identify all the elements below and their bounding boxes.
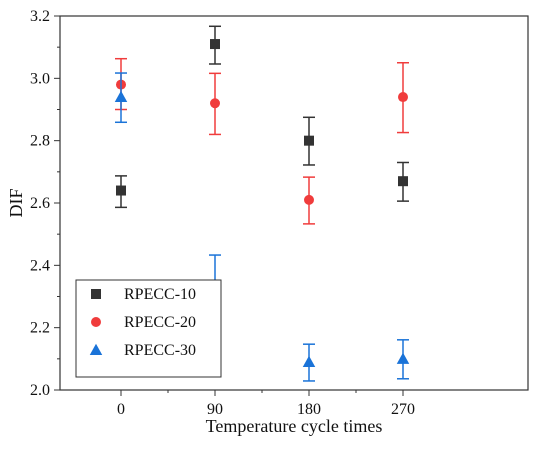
legend-item: RPECC-30 <box>89 342 196 359</box>
legend-marker <box>91 317 101 327</box>
y-tick-label: 3.0 <box>30 70 50 87</box>
legend-marker <box>91 289 101 299</box>
data-point <box>114 90 128 103</box>
legend: RPECC-10 RPECC-20 RPECC-30 <box>75 279 222 378</box>
y-tick-label: 2.8 <box>30 133 50 150</box>
data-point <box>304 135 314 146</box>
x-tick-label: 180 <box>297 401 321 418</box>
x-axis-ticks: 0 90 180 270 <box>117 390 415 418</box>
y-tick-label: 2.4 <box>30 257 50 274</box>
y-tick-label: 2.2 <box>30 320 50 337</box>
y-tick-label: 2.0 <box>30 382 50 399</box>
series-rpecc-10 <box>115 25 409 209</box>
legend-items: RPECC-10 RPECC-20 RPECC-30 <box>89 286 196 359</box>
legend-item: RPECC-20 <box>91 314 196 331</box>
legend-label: RPECC-30 <box>124 342 196 359</box>
data-point <box>396 352 410 364</box>
data-point <box>398 176 408 187</box>
data-point <box>116 185 126 196</box>
y-axis-ticks: 2.0 2.2 2.4 2.6 2.8 3.0 3.2 <box>30 8 60 399</box>
series-rpecc-20 <box>115 57 409 225</box>
data-point <box>210 39 220 50</box>
x-tick-label: 270 <box>391 401 415 418</box>
legend-label: RPECC-10 <box>124 286 196 303</box>
data-point <box>302 355 316 367</box>
y-axis-label: DIF <box>6 188 26 217</box>
data-point <box>210 98 220 109</box>
x-axis-label: Temperature cycle times <box>206 416 383 436</box>
x-tick-label: 0 <box>117 401 125 418</box>
legend-label: RPECC-20 <box>124 314 196 331</box>
y-tick-label: 2.6 <box>30 195 50 212</box>
legend-item: RPECC-10 <box>91 286 196 303</box>
legend-marker <box>89 343 103 355</box>
y-tick-label: 3.2 <box>30 8 50 25</box>
data-point <box>398 92 408 103</box>
x-tick-label: 90 <box>207 401 223 418</box>
data-point <box>304 194 314 205</box>
